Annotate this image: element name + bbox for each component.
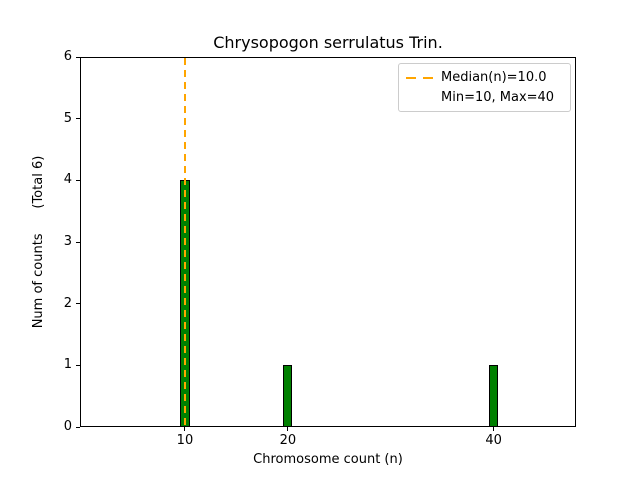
legend-entry-minmax: Min=10, Max=40	[406, 88, 562, 107]
y-tick-label-1: 1	[63, 357, 72, 373]
x-tick-10	[184, 427, 186, 431]
legend-entry-median: Median(n)=10.0	[406, 68, 562, 87]
y-tick-label-4: 4	[63, 172, 72, 188]
y-tick-2	[76, 303, 80, 305]
x-tick-label-40: 40	[485, 433, 502, 448]
y-tick-label-6: 6	[63, 49, 72, 64]
x-tick-label-20: 20	[279, 433, 297, 448]
y-tick-4	[76, 179, 80, 181]
y-tick-label-2: 2	[63, 295, 72, 311]
y-tick-0	[76, 426, 80, 428]
x-tick-20	[287, 427, 289, 431]
y-tick-label-5: 5	[63, 110, 72, 126]
median-line	[183, 58, 186, 426]
legend: Median(n)=10.0 Min=10, Max=40	[398, 63, 571, 112]
y-tick-6	[76, 56, 80, 58]
bar-n20	[283, 365, 293, 427]
x-tick-40	[493, 427, 495, 431]
median-dashed-line-swatch	[406, 76, 433, 79]
y-tick-label-0: 0	[63, 419, 72, 434]
y-tick-5	[76, 118, 80, 120]
legend-label-median: Median(n)=10.0	[441, 70, 547, 85]
plot-area	[80, 57, 576, 427]
y-tick-1	[76, 364, 80, 366]
bar-n40	[489, 365, 499, 427]
x-tick-label-10: 10	[176, 433, 194, 448]
axes-frame	[80, 57, 576, 427]
chart-title: Chrysopogon serrulatus Trin.	[213, 33, 443, 52]
legend-label-minmax: Min=10, Max=40	[441, 90, 555, 105]
legend-swatch-empty	[406, 97, 433, 99]
y-tick-3	[76, 241, 80, 243]
y-tick-label-3: 3	[63, 234, 72, 249]
x-axis-label: Chromosome count (n)	[253, 452, 403, 467]
